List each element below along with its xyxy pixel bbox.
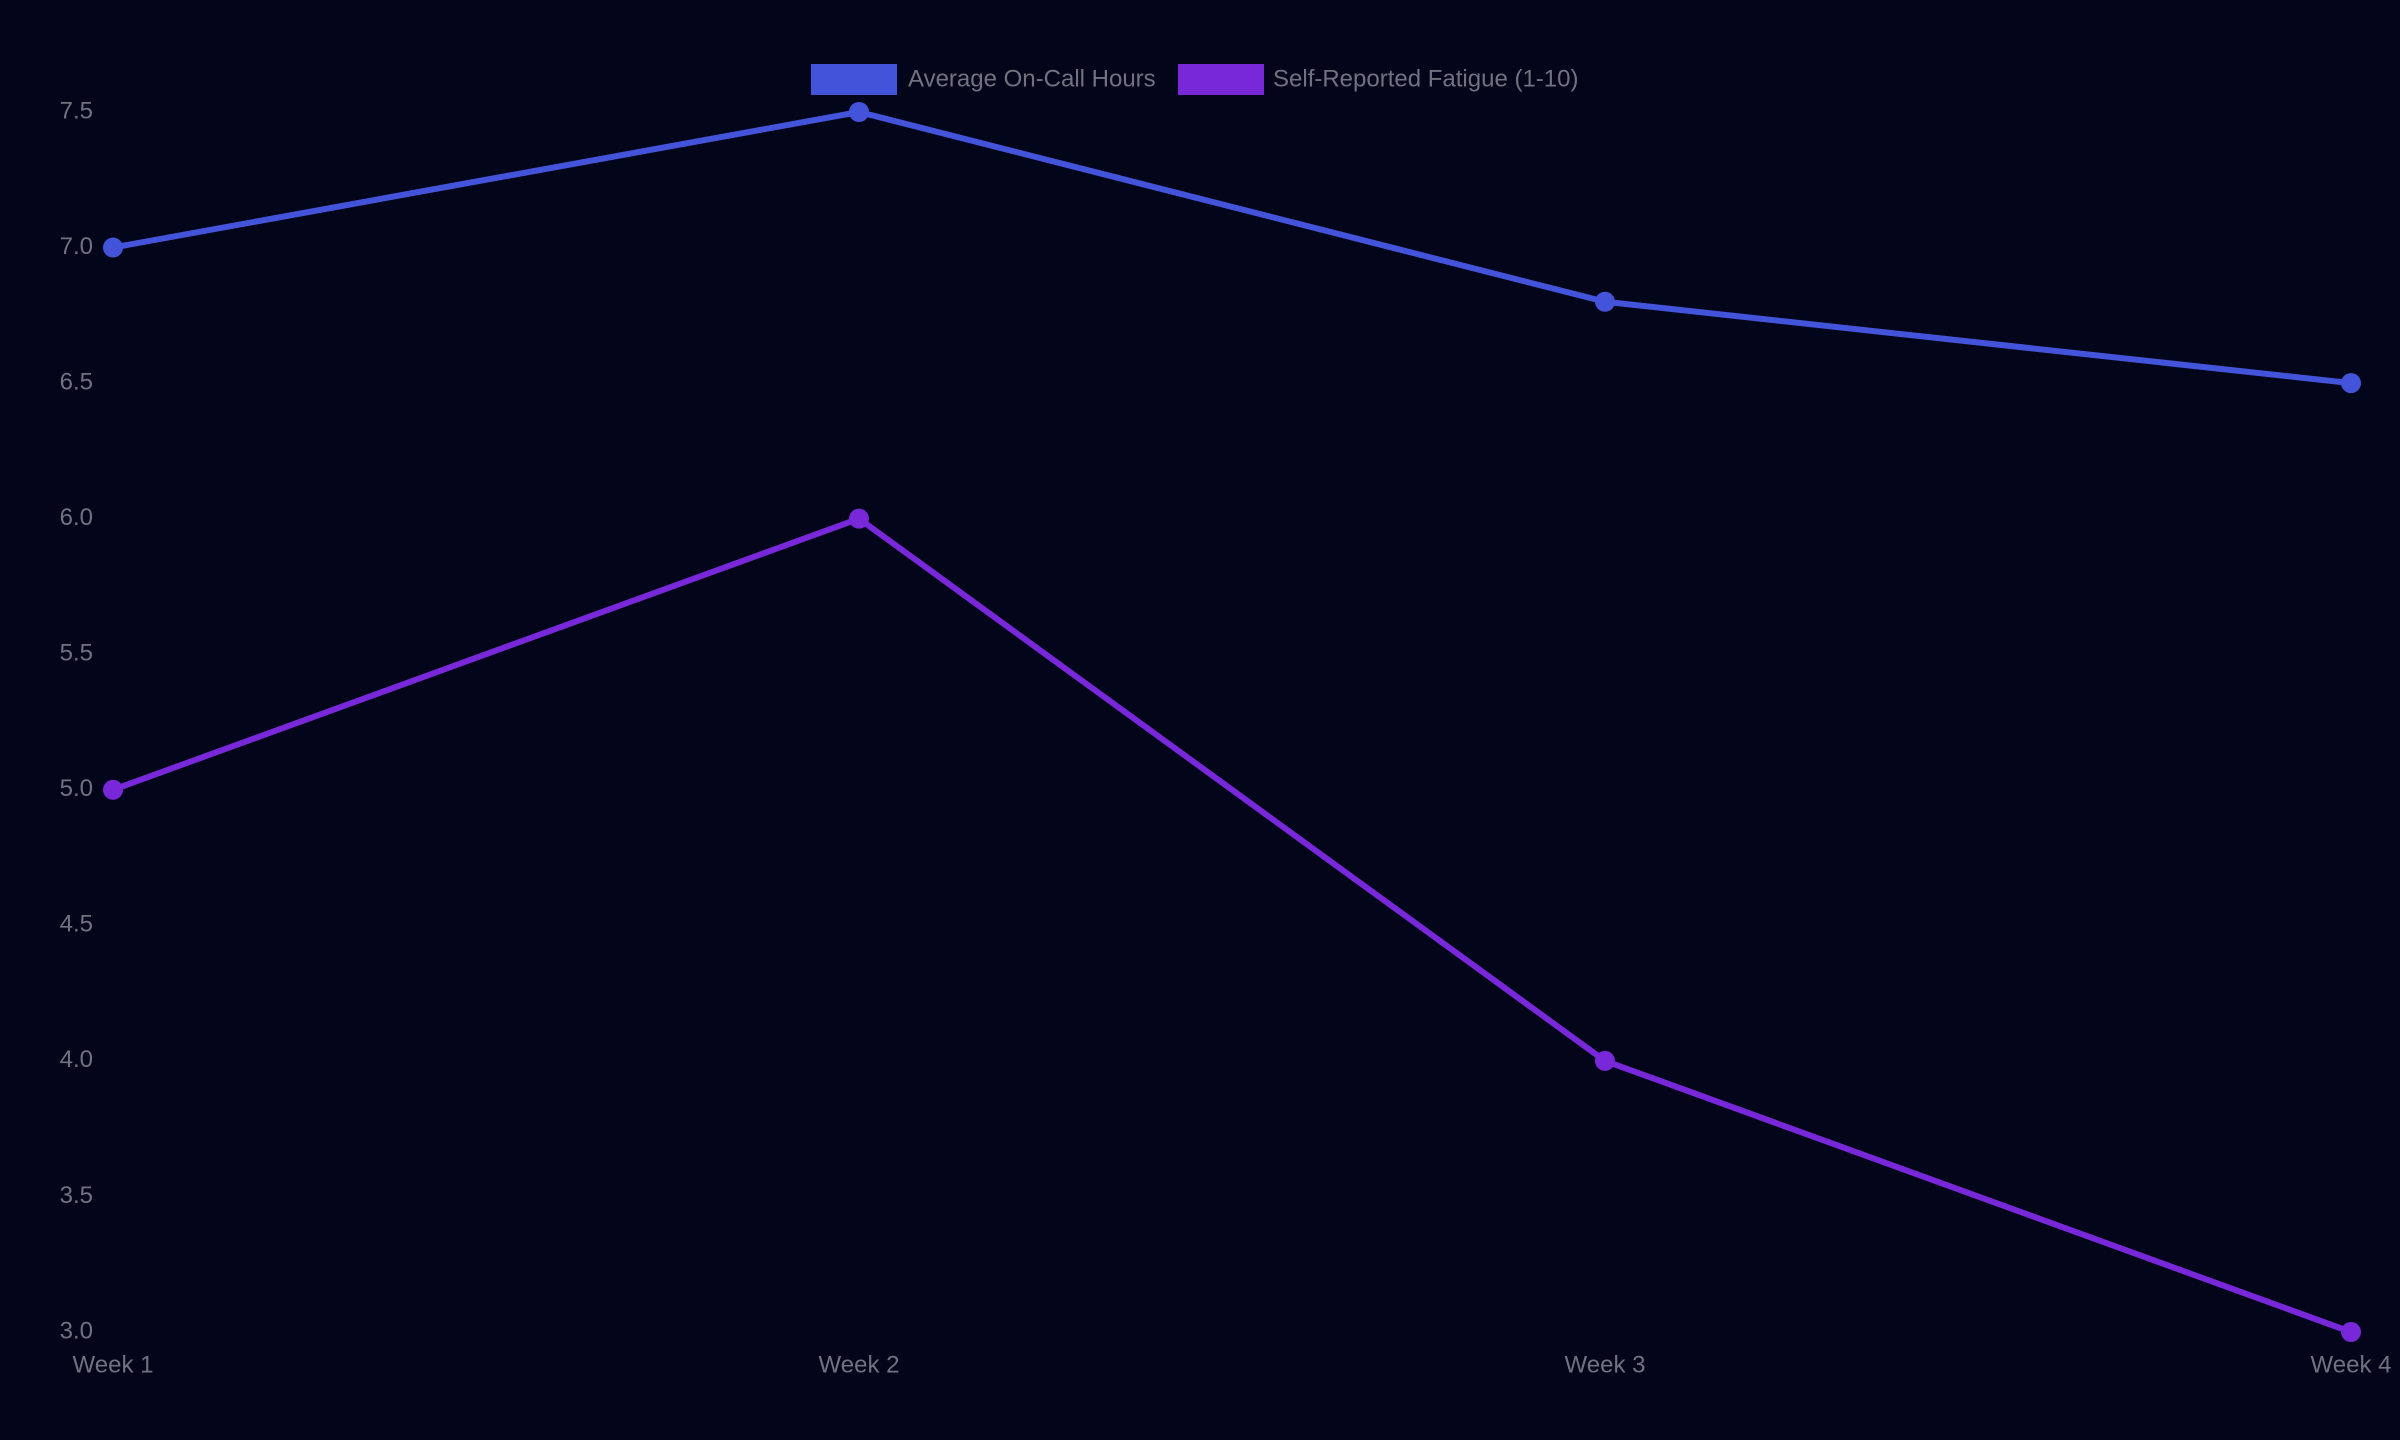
data-point (2341, 373, 2361, 394)
legend-label: Average On-Call Hours (908, 65, 1156, 92)
y-tick-label: 6.0 (60, 504, 93, 531)
series-line (112, 109, 2352, 387)
x-tick-label: Week 4 (2311, 1351, 2392, 1378)
y-tick-label: 4.0 (60, 1046, 93, 1073)
y-tick-label: 5.5 (60, 640, 93, 667)
y-tick-label: 7.0 (60, 233, 93, 260)
legend-swatch (1178, 64, 1264, 95)
x-tick-label: Week 1 (73, 1351, 154, 1378)
data-point (103, 779, 123, 800)
legend-swatch (811, 64, 897, 95)
data-point (1595, 291, 1615, 312)
data-point (849, 102, 869, 122)
y-tick-label: 4.5 (60, 911, 93, 938)
series-line (111, 515, 2353, 1335)
data-point (849, 508, 869, 529)
y-tick-label: 6.5 (60, 368, 93, 395)
x-tick-label: Week 2 (819, 1351, 900, 1378)
y-tick-label: 5.0 (60, 775, 93, 802)
y-tick-label: 7.5 (60, 97, 93, 124)
y-tick-label: 3.0 (60, 1317, 93, 1344)
legend-label: Self-Reported Fatigue (1-10) (1273, 65, 1578, 92)
data-point (103, 237, 123, 258)
data-point (1595, 1050, 1615, 1071)
x-tick-label: Week 3 (1565, 1351, 1646, 1378)
y-tick-label: 3.5 (60, 1182, 93, 1209)
data-point (2341, 1322, 2361, 1342)
